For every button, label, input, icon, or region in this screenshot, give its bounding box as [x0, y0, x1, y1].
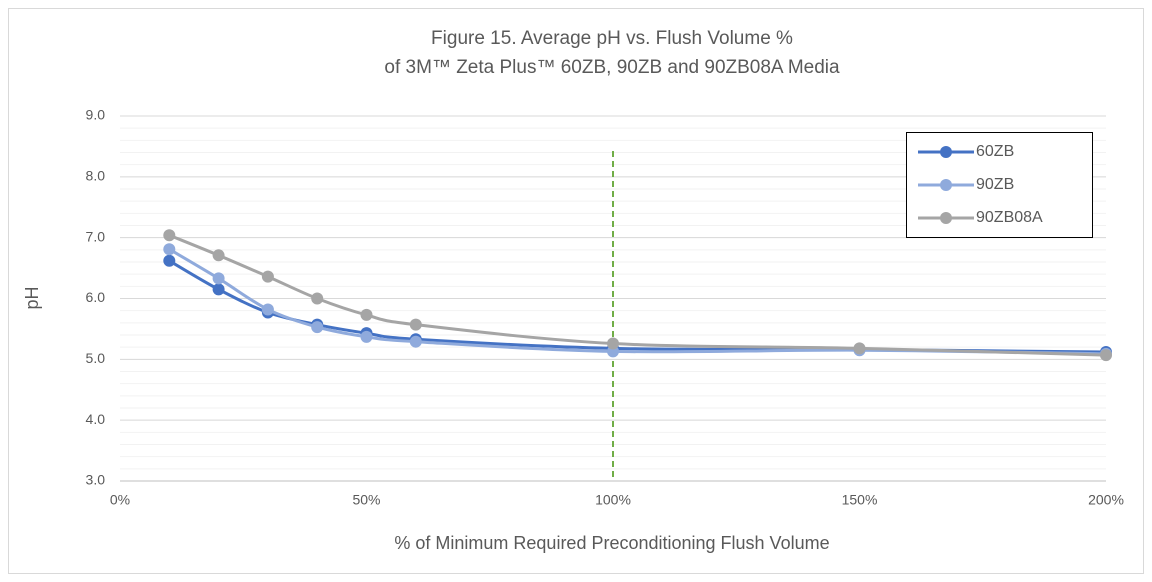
x-tick-label: 50% — [352, 492, 380, 508]
data-point — [409, 335, 422, 348]
y-tick-label: 7.0 — [86, 228, 106, 244]
x-tick-label: 0% — [110, 492, 130, 508]
data-point — [163, 243, 176, 256]
y-axis-label: pH — [22, 286, 42, 309]
data-point — [409, 318, 422, 331]
data-point — [360, 308, 373, 321]
data-point — [311, 292, 324, 305]
data-point — [212, 283, 225, 296]
legend-marker — [940, 212, 952, 224]
chart-title: Figure 15. Average pH vs. Flush Volume % — [431, 28, 793, 49]
y-tick-label: 6.0 — [86, 289, 106, 305]
y-tick-label: 4.0 — [86, 411, 106, 427]
y-tick-label: 9.0 — [86, 107, 106, 123]
data-point — [360, 330, 373, 343]
data-point — [1100, 349, 1112, 362]
data-point — [261, 270, 274, 283]
legend-marker — [940, 146, 952, 158]
y-tick-label: 8.0 — [86, 168, 106, 184]
legend-label: 90ZB08A — [976, 209, 1043, 226]
data-point — [212, 249, 225, 262]
x-tick-label: 100% — [595, 492, 631, 508]
x-axis-label: % of Minimum Required Preconditioning Fl… — [394, 533, 829, 553]
data-point — [607, 337, 619, 350]
legend-marker — [940, 179, 952, 191]
chart-title: of 3M™ Zeta Plus™ 60ZB, 90ZB and 90ZB08A… — [384, 57, 840, 78]
legend-label: 90ZB — [976, 176, 1014, 193]
data-point — [163, 254, 176, 267]
data-point — [311, 321, 324, 334]
data-point — [261, 303, 274, 316]
y-tick-label: 5.0 — [86, 350, 106, 366]
chart-border — [8, 8, 1144, 574]
legend-label: 60ZB — [976, 143, 1014, 160]
x-tick-label: 200% — [1088, 492, 1124, 508]
data-point — [853, 342, 866, 355]
data-point — [163, 229, 176, 242]
x-tick-label: 150% — [842, 492, 878, 508]
y-tick-label: 3.0 — [86, 472, 106, 488]
data-point — [212, 272, 225, 285]
